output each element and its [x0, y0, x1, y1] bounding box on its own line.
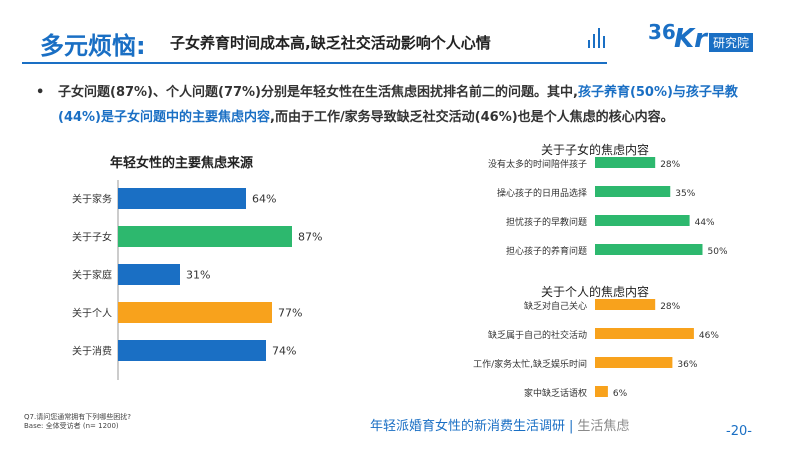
bullet-dot-icon: • — [36, 85, 45, 100]
logo-tag: 研究院 — [709, 33, 754, 52]
main-value-label: 87% — [298, 231, 322, 244]
main-bar — [118, 340, 266, 361]
personal-bar — [595, 357, 673, 368]
personal-chart: 缺乏对自己关心 28% 缺乏属于自己的社交活动 46% 工作/家务太忙,缺乏娱乐时间 36… — [473, 299, 719, 399]
note-base: Base: 全体受访者 (n= 1200) — [24, 422, 119, 430]
personal-value-label: 46% — [699, 331, 719, 341]
children-value-label: 44% — [695, 218, 715, 228]
main-category-label: 关于消费 — [72, 345, 112, 358]
summary-part3: ,而由于工作/家务导致缺乏社交活动(46%)也是个人焦虑的核心内容。 — [270, 110, 674, 125]
personal-category-label: 工作/家务太忙,缺乏娱乐时间 — [473, 358, 587, 370]
summary-part1: 子女问题(87%)、个人问题(77%)分别是年轻女性在生活焦虑困扰排名前二的问题… — [58, 85, 578, 100]
children-category-label: 担忧孩子的早教问题 — [506, 216, 587, 228]
personal-category-label: 缺乏对自己关心 — [524, 300, 587, 312]
survey-note: Q7.请问您通常拥有下列哪些困扰? Base: 全体受访者 (n= 1200) — [24, 413, 131, 431]
note-question: Q7.请问您通常拥有下列哪些困扰? — [24, 413, 131, 421]
personal-category-label: 家中缺乏话语权 — [524, 387, 587, 399]
main-value-label: 77% — [278, 307, 302, 320]
page-title: 多元烦恼: — [40, 32, 146, 60]
children-bar — [595, 244, 703, 255]
main-chart-title: 年轻女性的主要焦虑来源 — [110, 156, 254, 171]
summary-text: 子女问题(87%)、个人问题(77%)分别是年轻女性在生活焦虑困扰排名前二的问题… — [58, 80, 778, 130]
main-bar — [118, 226, 292, 247]
children-bar — [595, 215, 690, 226]
children-value-label: 50% — [708, 247, 728, 257]
children-value-label: 35% — [675, 189, 695, 199]
brand-logo: 36 Kr 研究院 — [648, 20, 788, 54]
page-subtitle: 子女养育时间成本高,缺乏社交活动影响个人心情 — [170, 34, 491, 52]
personal-chart-title: 关于个人的焦虑内容 — [541, 285, 650, 299]
main-category-label: 关于子女 — [72, 231, 112, 244]
children-bar — [595, 186, 671, 197]
personal-value-label: 6% — [613, 389, 628, 399]
footer: 年轻派婚育女性的新消费生活调研 | 生活焦虑 — [370, 415, 629, 434]
footer-separator: | — [569, 419, 574, 434]
children-bar — [595, 157, 656, 168]
children-value-label: 28% — [660, 160, 680, 170]
main-category-label: 关于家庭 — [72, 269, 112, 282]
page-number: -20- — [726, 424, 752, 439]
footer-section: 生活焦虑 — [577, 419, 630, 434]
header-underline — [22, 62, 607, 64]
summary-highlight: 孩子养育(50%)与孩子早教(44%)是子女问题中的主要焦虑内容 — [58, 85, 738, 125]
personal-bar — [595, 328, 694, 339]
main-chart: 关于家务 64% 关于子女 87% 关于家庭 31% 关于个人 77% 关于消费 74% — [72, 180, 322, 380]
children-category-label: 操心孩子的日用品选择 — [497, 187, 587, 199]
logo-kr: Kr — [674, 24, 707, 54]
children-chart-title: 关于子女的焦虑内容 — [541, 143, 650, 157]
footer-report: 年轻派婚育女性的新消费生活调研 — [370, 419, 566, 434]
children-category-label: 担心孩子的养育问题 — [506, 245, 587, 257]
header-bars-decoration — [588, 26, 612, 48]
personal-value-label: 28% — [660, 302, 680, 312]
personal-category-label: 缺乏属于自己的社交活动 — [488, 329, 587, 341]
personal-bar — [595, 386, 608, 397]
personal-bar — [595, 299, 656, 310]
main-category-label: 关于家务 — [72, 193, 112, 206]
main-value-label: 74% — [272, 345, 296, 358]
main-bar — [118, 264, 180, 285]
main-bar — [118, 302, 272, 323]
main-value-label: 31% — [186, 269, 210, 282]
header: 多元烦恼: 子女养育时间成本高,缺乏社交活动影响个人心情 — [22, 18, 622, 64]
children-category-label: 没有太多的时间陪伴孩子 — [488, 158, 587, 170]
main-value-label: 64% — [252, 193, 276, 206]
personal-value-label: 36% — [677, 360, 697, 370]
children-chart: 没有太多的时间陪伴孩子 28% 操心孩子的日用品选择 35% 担忧孩子的早教问题 44% 担… — [488, 157, 728, 257]
main-category-label: 关于个人 — [72, 307, 112, 320]
main-bar — [118, 188, 246, 209]
logo-number: 36 — [648, 20, 676, 44]
